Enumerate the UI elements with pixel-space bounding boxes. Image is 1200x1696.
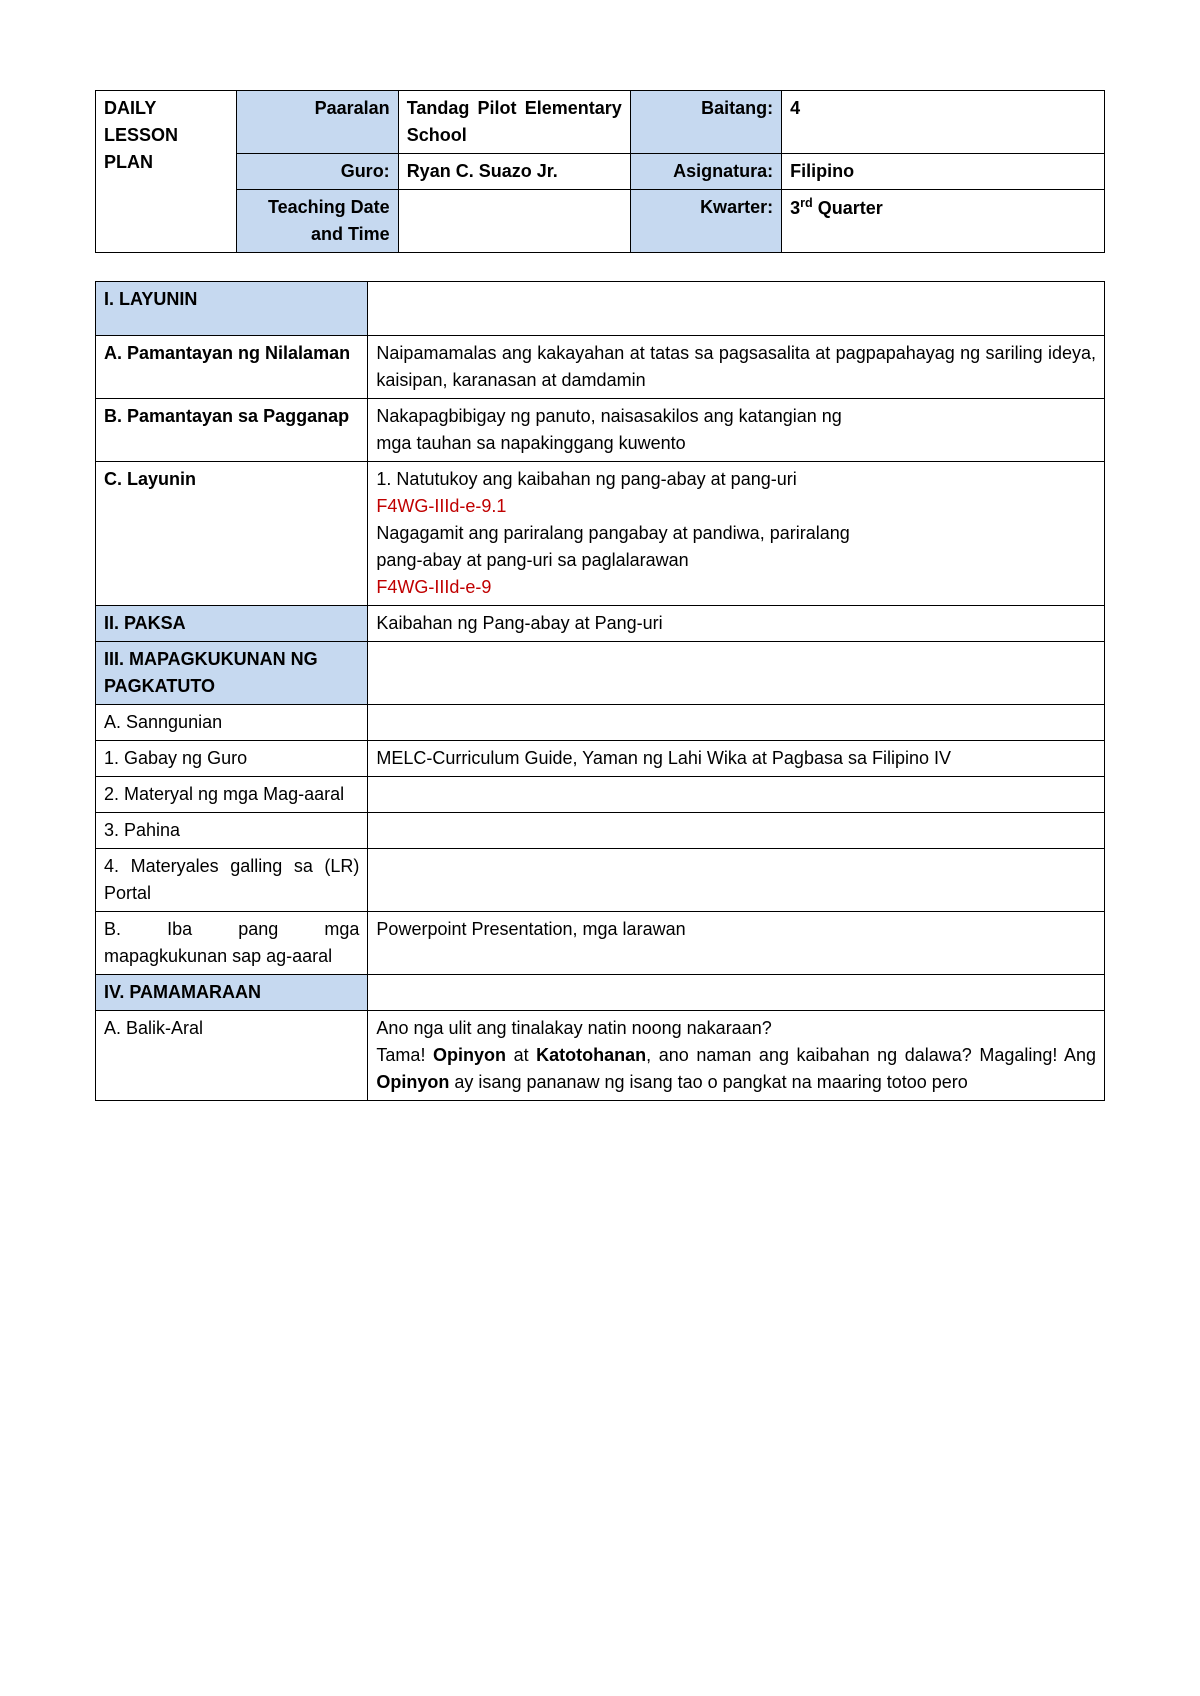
gabay-label: 1. Gabay ng Guro	[96, 741, 368, 777]
nilalaman-text: Naipamamalas ang kakayahan at tatas sa p…	[368, 336, 1105, 399]
mapagkukunan-label: III. MAPAGKUKUNAN NG PAGKATUTO	[96, 642, 368, 705]
body-table: I. LAYUNIN A. Pamantayan ng Nilalaman Na…	[95, 281, 1105, 1101]
teaching-label: Teaching Date and Time	[237, 190, 398, 253]
title-cell: DAILY LESSON PLAN	[96, 91, 237, 253]
layunin-content	[368, 282, 1105, 336]
kwarter-value: 3rd Quarter	[782, 190, 1105, 253]
gabay-text: MELC-Curriculum Guide, Yaman ng Lahi Wik…	[368, 741, 1105, 777]
asignatura-label: Asignatura:	[630, 154, 781, 190]
pagganap-text: Nakapagbibigay ng panuto, naisasakilos a…	[368, 399, 1105, 462]
materyales-label: 4. Materyales galling sa (LR) Portal	[96, 849, 368, 912]
paksa-text: Kaibahan ng Pang-abay at Pang-uri	[368, 606, 1105, 642]
pahina-content	[368, 813, 1105, 849]
pamamaraan-content	[368, 975, 1105, 1011]
materyal-content	[368, 777, 1105, 813]
iba-label: B. Iba pang mga mapagkukunan sap ag-aara…	[96, 912, 368, 975]
paaralan-label: Paaralan	[237, 91, 398, 154]
baitang-label: Baitang:	[630, 91, 781, 154]
layunin-header: I. LAYUNIN	[96, 282, 368, 336]
mapagkukunan-content	[368, 642, 1105, 705]
paksa-label: II. PAKSA	[96, 606, 368, 642]
guro-value: Ryan C. Suazo Jr.	[398, 154, 630, 190]
sanggunian-label: A. Sanngunian	[96, 705, 368, 741]
iba-text: Powerpoint Presentation, mga larawan	[368, 912, 1105, 975]
kwarter-label: Kwarter:	[630, 190, 781, 253]
pagganap-label: B. Pamantayan sa Pagganap	[96, 399, 368, 462]
clayunin-text: 1. Natutukoy ang kaibahan ng pang-abay a…	[368, 462, 1105, 606]
clayunin-label: C. Layunin	[96, 462, 368, 606]
pahina-label: 3. Pahina	[96, 813, 368, 849]
materyal-label: 2. Materyal ng mga Mag-aaral	[96, 777, 368, 813]
header-table: DAILY LESSON PLAN Paaralan Tandag Pilot …	[95, 90, 1105, 253]
balik-label: A. Balik-Aral	[96, 1011, 368, 1101]
baitang-value: 4	[782, 91, 1105, 154]
asignatura-value: Filipino	[782, 154, 1105, 190]
sanggunian-content	[368, 705, 1105, 741]
teaching-value	[398, 190, 630, 253]
pamamaraan-label: IV. PAMAMARAAN	[96, 975, 368, 1011]
balik-text: Ano nga ulit ang tinalakay natin noong n…	[368, 1011, 1105, 1101]
guro-label: Guro:	[237, 154, 398, 190]
materyales-content	[368, 849, 1105, 912]
nilalaman-label: A. Pamantayan ng Nilalaman	[96, 336, 368, 399]
paaralan-value: Tandag Pilot Elementary School	[398, 91, 630, 154]
